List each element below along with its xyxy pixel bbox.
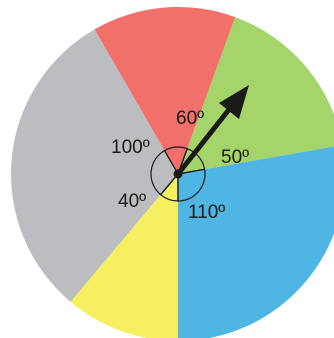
spinner-sectors [10,6,334,338]
arrow-head [219,85,249,119]
spinner-arrow [173,85,249,179]
angle-divider-4 [160,173,179,196]
sector-red [94,6,236,174]
angle-marker-blue [177,168,206,202]
label-40-degrees: 40º [118,191,146,212]
sector-blue [178,146,334,338]
label-110-degrees: 110º [188,202,225,223]
spinner-center-dot [173,169,183,179]
arrow-shaft [175,104,234,177]
angle-marker-gray [150,149,179,196]
label-50-degrees: 50º [221,147,249,168]
label-60-degrees: 60º [176,108,204,129]
sector-yellow [70,174,178,338]
angle-divider-1 [177,168,205,175]
angle-markers [150,146,206,202]
sector-gray [10,29,179,302]
angle-labels: 60º 50º 110º 40º 100º [111,108,249,223]
sector-green [178,17,334,174]
label-100-degrees: 100º [111,137,150,158]
